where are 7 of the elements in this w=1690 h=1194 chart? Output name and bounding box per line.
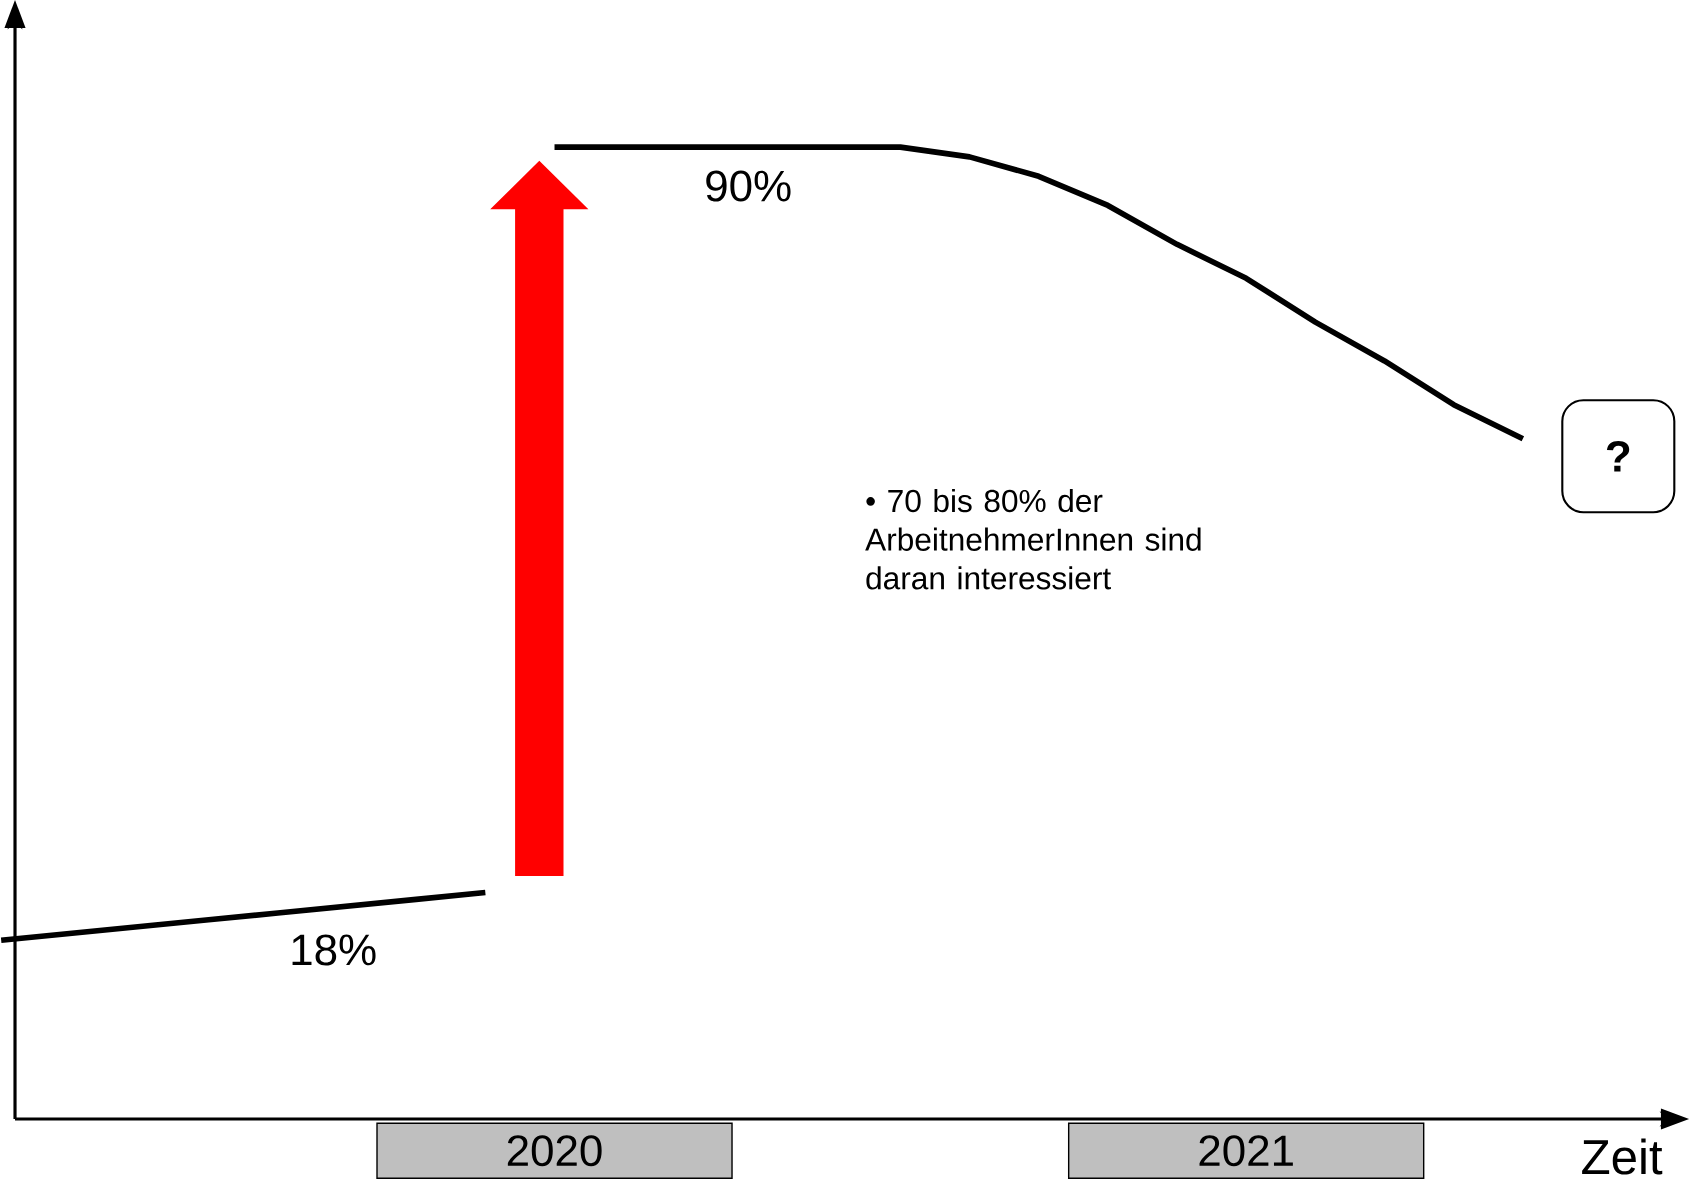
text: ? <box>1606 440 1630 472</box>
annotation: 18% <box>292 934 376 966</box>
annotation: 90% <box>706 170 791 202</box>
annotation: • 70 bis 80% der ArbeitnehmerInnen sind daran interessiert <box>865 488 1201 590</box>
x-tick-label: 2020 <box>507 1135 602 1167</box>
x-tick-label: 2021 <box>1199 1135 1293 1167</box>
x-axis-title: Zeit <box>1582 1138 1663 1175</box>
